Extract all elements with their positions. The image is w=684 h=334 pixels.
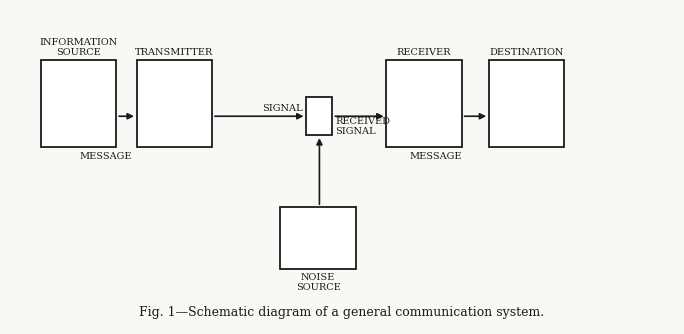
Text: NOISE
SOURCE: NOISE SOURCE — [295, 273, 341, 292]
Bar — [489, 60, 564, 147]
Text: INFORMATION
SOURCE: INFORMATION SOURCE — [40, 38, 118, 57]
Bar — [41, 60, 116, 147]
Bar — [306, 97, 332, 135]
Text: TRANSMITTER: TRANSMITTER — [135, 48, 213, 57]
Bar — [280, 207, 356, 269]
Text: MESSAGE: MESSAGE — [80, 152, 132, 161]
Text: RECEIVED
SIGNAL: RECEIVED SIGNAL — [335, 117, 390, 136]
Text: RECEIVER: RECEIVER — [397, 48, 451, 57]
Bar — [386, 60, 462, 147]
Bar — [137, 60, 212, 147]
Text: Fig. 1—Schematic diagram of a general communication system.: Fig. 1—Schematic diagram of a general co… — [140, 306, 544, 319]
Text: SIGNAL: SIGNAL — [263, 104, 303, 113]
Text: DESTINATION: DESTINATION — [490, 48, 564, 57]
Text: MESSAGE: MESSAGE — [410, 152, 462, 161]
